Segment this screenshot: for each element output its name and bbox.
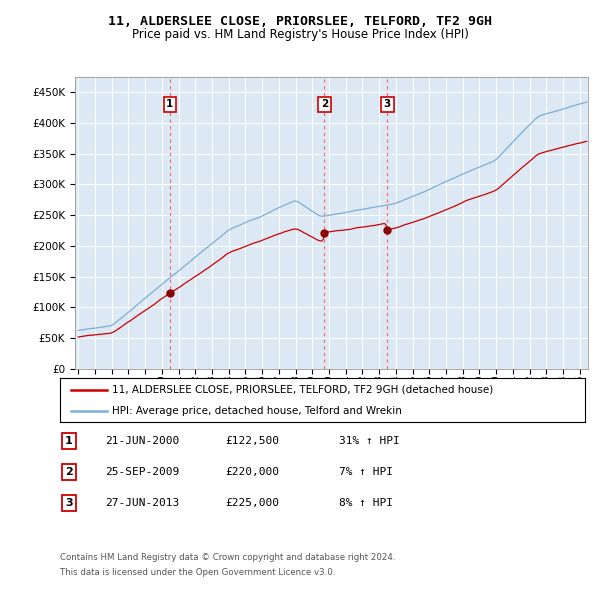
Text: 3: 3 [65,498,73,507]
Text: 1: 1 [65,437,73,446]
Text: 21-JUN-2000: 21-JUN-2000 [105,437,179,446]
Text: 8% ↑ HPI: 8% ↑ HPI [339,498,393,507]
Text: 3: 3 [383,99,391,109]
Text: £220,000: £220,000 [225,467,279,477]
Text: 27-JUN-2013: 27-JUN-2013 [105,498,179,507]
Text: 7% ↑ HPI: 7% ↑ HPI [339,467,393,477]
Text: 2: 2 [65,467,73,477]
Text: HPI: Average price, detached house, Telford and Wrekin: HPI: Average price, detached house, Telf… [113,406,403,416]
Text: 2: 2 [321,99,328,109]
Text: £225,000: £225,000 [225,498,279,507]
Text: £122,500: £122,500 [225,437,279,446]
Text: 1: 1 [166,99,173,109]
Text: Contains HM Land Registry data © Crown copyright and database right 2024.: Contains HM Land Registry data © Crown c… [60,553,395,562]
Text: 31% ↑ HPI: 31% ↑ HPI [339,437,400,446]
Text: 11, ALDERSLEE CLOSE, PRIORSLEE, TELFORD, TF2 9GH: 11, ALDERSLEE CLOSE, PRIORSLEE, TELFORD,… [108,15,492,28]
Text: 11, ALDERSLEE CLOSE, PRIORSLEE, TELFORD, TF2 9GH (detached house): 11, ALDERSLEE CLOSE, PRIORSLEE, TELFORD,… [113,385,494,395]
Text: This data is licensed under the Open Government Licence v3.0.: This data is licensed under the Open Gov… [60,568,335,577]
Text: Price paid vs. HM Land Registry's House Price Index (HPI): Price paid vs. HM Land Registry's House … [131,28,469,41]
Text: 25-SEP-2009: 25-SEP-2009 [105,467,179,477]
